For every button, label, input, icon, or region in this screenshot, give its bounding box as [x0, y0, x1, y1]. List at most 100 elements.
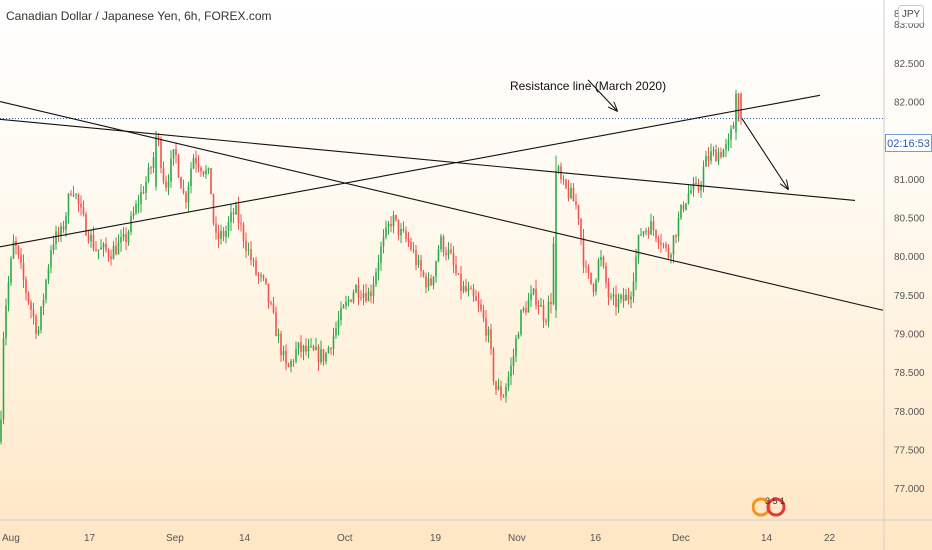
chart-title: Canadian Dollar / Japanese Yen, 6h, FORE…: [6, 9, 272, 23]
candle-down: [62, 226, 65, 230]
candle-up: [382, 236, 385, 247]
candle-down: [415, 250, 417, 265]
annotation-arrow[interactable]: [741, 118, 788, 189]
time-tick-label: 19: [430, 533, 442, 544]
candle-down: [410, 242, 412, 250]
candle-up: [540, 305, 542, 307]
trend-line[interactable]: [0, 94, 821, 248]
candle-up: [417, 260, 420, 265]
time-tick-label: Oct: [337, 533, 353, 544]
candle-up: [307, 346, 310, 352]
candle-up: [700, 184, 702, 191]
candle-up: [570, 187, 572, 199]
candle-down: [565, 179, 567, 188]
candle-up: [320, 349, 322, 363]
candle-down: [257, 274, 260, 276]
candle-up: [205, 170, 207, 175]
candle-up: [12, 241, 15, 259]
candle-down: [72, 194, 75, 196]
candle-up: [670, 254, 672, 258]
candle-down: [30, 302, 32, 310]
candle-down: [57, 231, 60, 236]
candle-up: [192, 157, 195, 169]
candle-down: [492, 349, 495, 382]
candle-down: [542, 305, 545, 322]
candle-down: [500, 386, 502, 397]
candle-down: [602, 257, 605, 267]
candle-down: [682, 204, 685, 210]
candle-up: [117, 242, 120, 255]
candle-down: [465, 285, 467, 292]
candle-down: [27, 292, 30, 303]
candle-up: [612, 294, 615, 297]
candle-up: [297, 342, 300, 350]
candle-up: [595, 280, 597, 292]
candle-down: [482, 310, 485, 319]
candle-up: [437, 249, 440, 262]
candle-down: [272, 303, 275, 313]
candle-up: [235, 204, 237, 215]
candle-down: [667, 247, 670, 258]
tradingview-logo-icon[interactable]: 3 5 1: [751, 494, 798, 518]
candle-down: [150, 167, 152, 169]
candle-down: [360, 297, 362, 299]
candle-down: [245, 241, 247, 251]
candle-up: [345, 301, 347, 306]
candle-down: [627, 294, 630, 300]
time-tick-label: 14: [761, 533, 773, 544]
price-tick-label: 79.000: [894, 329, 925, 340]
candle-down: [197, 163, 200, 168]
candle-up: [65, 215, 67, 230]
candle-down: [590, 272, 592, 284]
candle-up: [597, 260, 600, 281]
annotation-arrow[interactable]: [587, 79, 617, 111]
candle-down: [17, 245, 20, 255]
candle-down: [87, 235, 90, 242]
candle-down: [322, 349, 325, 362]
candle-up: [310, 346, 312, 348]
candle-down: [605, 266, 607, 284]
candle-up: [147, 167, 150, 182]
candle-up: [332, 335, 335, 349]
candle-up: [620, 295, 622, 299]
trend-line[interactable]: [0, 100, 884, 311]
candle-down: [477, 300, 480, 305]
logo-ring-right: [766, 497, 786, 517]
candle-up: [372, 284, 375, 297]
candle-up: [135, 204, 137, 214]
candle-up: [172, 149, 175, 159]
candle-up: [645, 230, 647, 232]
candle-up: [695, 182, 697, 184]
candle-up: [227, 222, 230, 231]
trend-line[interactable]: [0, 118, 856, 202]
candle-up: [355, 285, 357, 293]
price-tick-label: 79.500: [894, 291, 925, 302]
candle-up: [530, 293, 532, 300]
candle-up: [327, 347, 330, 354]
candle-up: [387, 224, 390, 227]
candle-up: [290, 360, 292, 367]
candle-up: [392, 215, 395, 227]
candle-up: [662, 244, 665, 246]
candle-up: [522, 308, 525, 311]
candle-down: [575, 201, 577, 206]
candle-up: [377, 262, 380, 273]
candle-down: [720, 152, 722, 158]
candle-down: [105, 243, 107, 251]
candle-up: [207, 168, 210, 171]
candle-up: [672, 235, 675, 255]
candle-down: [430, 278, 432, 286]
currency-badge[interactable]: JPY: [898, 5, 924, 24]
candle-down: [397, 219, 400, 236]
candle-up: [440, 236, 442, 250]
candle-up: [432, 276, 435, 286]
time-tick-label: 17: [84, 533, 96, 544]
candle-down: [312, 346, 315, 350]
candle-up: [375, 272, 377, 285]
candle-down: [175, 149, 177, 156]
candle-down: [502, 396, 505, 398]
candle-up: [690, 190, 692, 194]
candle-up: [42, 299, 45, 307]
candle-up: [97, 249, 100, 251]
